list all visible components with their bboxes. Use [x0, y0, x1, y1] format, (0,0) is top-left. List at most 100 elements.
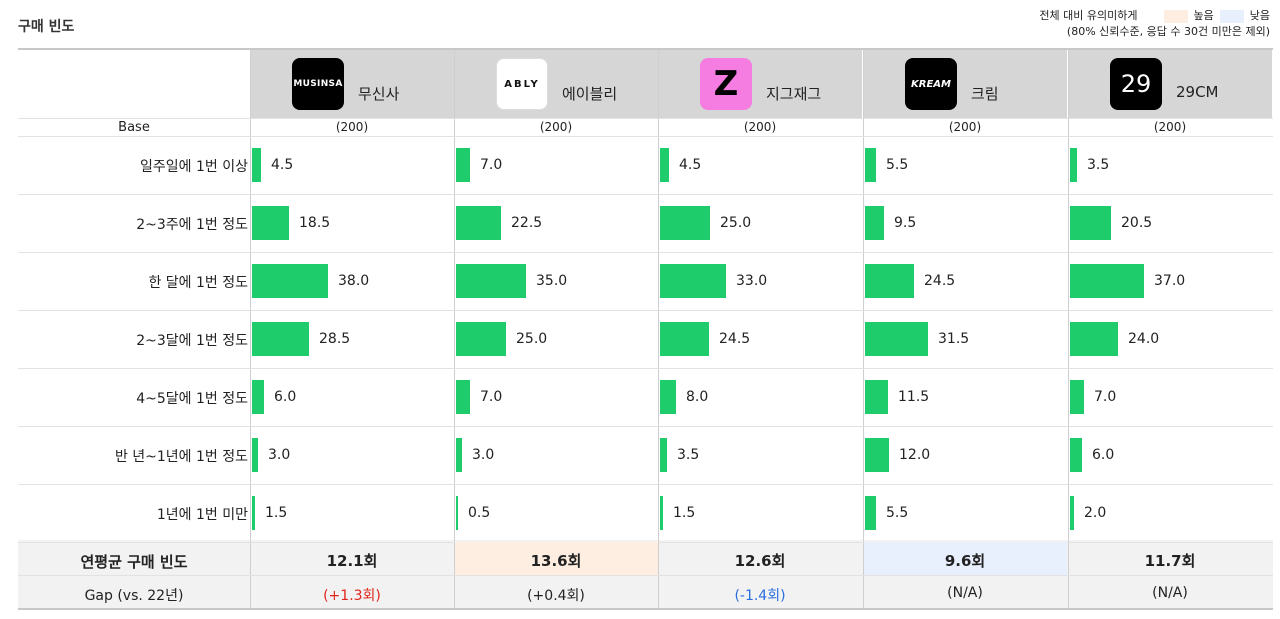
- column-divider-0: [250, 50, 251, 608]
- brand-name-0: 무신사: [358, 85, 400, 103]
- bar-2-1: [660, 206, 710, 240]
- bar-label-4-4: 7.0: [1094, 389, 1117, 405]
- bar-2-4: [660, 380, 676, 414]
- row-divider-2: [18, 194, 1273, 195]
- row-divider-0: [18, 118, 1273, 119]
- bar-label-1-5: 3.0: [472, 447, 495, 463]
- column-divider-2: [658, 50, 659, 608]
- header-empty-cell: [18, 50, 250, 118]
- brand-header-3: [863, 50, 1067, 118]
- bar-label-2-2: 33.0: [736, 273, 768, 289]
- summary-value-1: 13.6회: [530, 552, 582, 570]
- base-label: Base: [118, 120, 150, 135]
- bar-label-4-0: 3.5: [1087, 157, 1110, 173]
- top-border: [18, 48, 1273, 50]
- bar-label-0-1: 18.5: [299, 215, 331, 231]
- bar-label-2-3: 24.5: [719, 331, 751, 347]
- bar-label-1-2: 35.0: [536, 273, 568, 289]
- bar-label-1-4: 7.0: [480, 389, 503, 405]
- gap-value-3: (N/A): [947, 585, 983, 601]
- brand-name-3: 크림: [971, 85, 999, 103]
- bar-label-0-2: 38.0: [338, 273, 370, 289]
- summary-highlight-1: [455, 542, 658, 575]
- bar-2-2: [660, 264, 726, 298]
- row-divider-9: [18, 575, 1273, 576]
- bar-3-0: [865, 148, 876, 182]
- bar-label-3-5: 12.0: [899, 447, 931, 463]
- row-divider-7: [18, 484, 1273, 485]
- summary-value-3: 9.6회: [944, 552, 986, 570]
- bar-0-4: [252, 380, 264, 414]
- base-value-0: (200): [335, 120, 369, 134]
- bar-4-2: [1070, 264, 1144, 298]
- category-label-2: 한 달에 1번 정도: [148, 275, 248, 291]
- bar-label-3-2: 24.5: [924, 273, 956, 289]
- summary-value-4: 11.7회: [1144, 552, 1196, 570]
- bar-0-5: [252, 438, 258, 472]
- legend-low-label: 낮음: [1249, 9, 1270, 22]
- bar-4-1: [1070, 206, 1111, 240]
- bar-label-4-3: 24.0: [1128, 331, 1160, 347]
- bar-3-3: [865, 322, 928, 356]
- gap-value-0: (+1.3회): [323, 588, 381, 604]
- bar-1-6: [456, 496, 458, 530]
- bar-4-5: [1070, 438, 1082, 472]
- bar-label-0-0: 4.5: [271, 157, 294, 173]
- summary-highlight-3: [864, 542, 1067, 575]
- bar-3-2: [865, 264, 914, 298]
- brand-logo-4: 29: [1110, 58, 1162, 110]
- bar-4-4: [1070, 380, 1084, 414]
- column-divider-1: [454, 50, 455, 608]
- bottom-border: [18, 608, 1273, 610]
- bar-label-3-1: 9.5: [894, 215, 917, 231]
- bar-label-1-3: 25.0: [516, 331, 548, 347]
- base-value-1: (200): [539, 120, 573, 134]
- bar-2-6: [660, 496, 663, 530]
- bar-3-5: [865, 438, 889, 472]
- base-value-3: (200): [948, 120, 982, 134]
- bar-label-3-0: 5.5: [886, 157, 909, 173]
- bar-label-3-4: 11.5: [898, 389, 930, 405]
- bar-label-4-2: 37.0: [1154, 273, 1186, 289]
- bar-4-0: [1070, 148, 1077, 182]
- legend: 전체 대비 유의미하게 높음 낮음 (80% 신뢰수준, 응답 수 30건 미만…: [1039, 8, 1270, 40]
- row-divider-4: [18, 310, 1273, 311]
- bar-label-4-6: 2.0: [1084, 505, 1107, 521]
- bar-2-3: [660, 322, 709, 356]
- base-value-4: (200): [1153, 120, 1187, 134]
- row-divider-3: [18, 252, 1273, 253]
- bar-4-3: [1070, 322, 1118, 356]
- column-divider-3: [863, 50, 864, 608]
- chart-table: Base 연평균 구매 빈도 Gap (vs. 22년) MUSINSA 무신사 (…: [18, 48, 1273, 610]
- base-row: Base: [18, 120, 1273, 136]
- brand-name-1: 에이블리: [562, 85, 618, 103]
- legend-low-swatch: [1219, 9, 1244, 23]
- row-divider-6: [18, 426, 1273, 427]
- legend-label: 전체 대비 유의미하게: [1039, 9, 1138, 22]
- bar-2-5: [660, 438, 667, 472]
- gap-value-2: (-1.4회): [734, 588, 786, 604]
- bar-label-2-6: 1.5: [673, 505, 696, 521]
- brand-header-4: [1068, 50, 1272, 118]
- category-label-0: 일주일에 1번 이상: [140, 159, 248, 175]
- category-label-5: 반 년~1년에 1번 정도: [114, 449, 248, 465]
- row-divider-1: [18, 136, 1273, 137]
- bar-3-1: [865, 206, 884, 240]
- category-label-1: 2~3주에 1번 정도: [136, 217, 248, 233]
- bar-0-3: [252, 322, 309, 356]
- gap-label: Gap (vs. 22년): [84, 588, 184, 604]
- legend-high-swatch: [1163, 9, 1188, 23]
- brand-logo-3: KREAM: [905, 58, 957, 110]
- brand-name-4: 29CM: [1176, 83, 1219, 101]
- bar-0-1: [252, 206, 289, 240]
- bar-label-0-6: 1.5: [265, 505, 288, 521]
- brand-header-2: [658, 50, 862, 118]
- summary-value-2: 12.6회: [734, 552, 786, 570]
- bar-label-1-1: 22.5: [511, 215, 543, 231]
- gap-value-1: (+0.4회): [527, 588, 585, 604]
- bar-label-1-0: 7.0: [480, 157, 503, 173]
- bar-3-6: [865, 496, 876, 530]
- brand-logo-2: Z: [700, 58, 752, 110]
- brand-header-1: [454, 50, 658, 118]
- bar-label-0-3: 28.5: [319, 331, 351, 347]
